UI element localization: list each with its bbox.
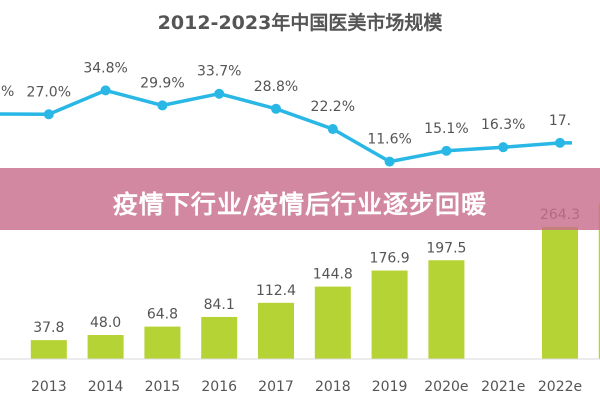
x-tick-2013: 2013 <box>31 379 67 395</box>
line-point-2022e <box>555 137 565 148</box>
line-label-2014: 34.8% <box>83 60 127 76</box>
x-tick-2020e: 2020e <box>424 379 468 395</box>
bar-2018 <box>314 286 351 359</box>
line-label-2015: 29.9% <box>140 75 184 91</box>
line-label-2018: 22.2% <box>311 99 355 115</box>
x-axis: 12 2013 2014 2015 2016 2017 2018 2019 2020e 2021e… <box>0 358 600 395</box>
x-tick-2019: 2019 <box>372 379 408 395</box>
bar-2013 <box>30 340 67 359</box>
bar-2017 <box>258 302 294 359</box>
bar-label-2015: 64.8 <box>147 307 178 323</box>
line-label-2017: 28.8% <box>254 79 298 95</box>
bar-2016 <box>201 316 238 359</box>
chart-title: 2012-2023年中国医美市场规模 <box>157 12 443 34</box>
bar-label-2014: 48.0 <box>90 315 121 331</box>
line-label-2016: 33.7% <box>197 64 241 80</box>
x-tick-2012: 12 <box>0 379 1 395</box>
bar-2019 <box>371 270 408 359</box>
line-point-2021e <box>498 142 509 153</box>
line-label-2012: 27.1% <box>0 84 14 100</box>
overlay-banner-text: 疫情下行业/疫情后行业逐步回暖 <box>112 190 488 219</box>
x-tick-2018: 2018 <box>315 379 351 395</box>
line-point-2020e <box>441 145 452 156</box>
x-tick-2015: 2015 <box>145 379 181 395</box>
line-layer: 27.1% 27.0% 34.8% 29.9% 33.7% 28.8% 22.2% 11.6%… <box>0 60 572 167</box>
bar-2023e <box>598 203 600 359</box>
line-label-2022e: 17. <box>549 113 571 129</box>
bar-2014 <box>87 335 124 359</box>
line-point-2018 <box>327 124 338 135</box>
bar-2022e <box>542 226 578 359</box>
line-label-2019: 11.6% <box>367 132 411 148</box>
bar-label-2018: 144.8 <box>313 267 353 283</box>
x-tick-2021e: 2021e <box>481 379 525 395</box>
line-label-2021e: 16.3% <box>481 117 525 133</box>
line-point-2019 <box>384 156 395 167</box>
bar-label-2016: 84.1 <box>204 297 235 313</box>
x-tick-2014: 2014 <box>88 379 124 395</box>
line-point-2017 <box>271 103 281 114</box>
x-tick-2017: 2017 <box>258 379 294 395</box>
bar-label-2013: 37.8 <box>33 320 64 336</box>
bar-label-2017: 112.4 <box>256 283 296 299</box>
bar-label-2019: 176.9 <box>370 251 410 267</box>
bar-2020e <box>428 260 465 359</box>
line-point-2013 <box>43 109 54 120</box>
overlay-banner <box>0 168 600 230</box>
line-point-2016 <box>214 88 225 99</box>
line-label-2013: 27.0% <box>27 84 71 100</box>
bar-2015 <box>144 326 181 359</box>
growth-line <box>0 88 572 164</box>
bars-layer <box>30 203 600 359</box>
bar-label-2020e: 197.5 <box>426 240 466 256</box>
line-point-2015 <box>157 100 168 111</box>
x-tick-2022e: 2022e <box>538 379 582 395</box>
x-tick-2016: 2016 <box>201 379 237 395</box>
x-tick-2023e: 2023 <box>599 379 600 395</box>
line-point-2014 <box>100 85 111 96</box>
line-label-2020e: 15.1% <box>424 121 468 137</box>
